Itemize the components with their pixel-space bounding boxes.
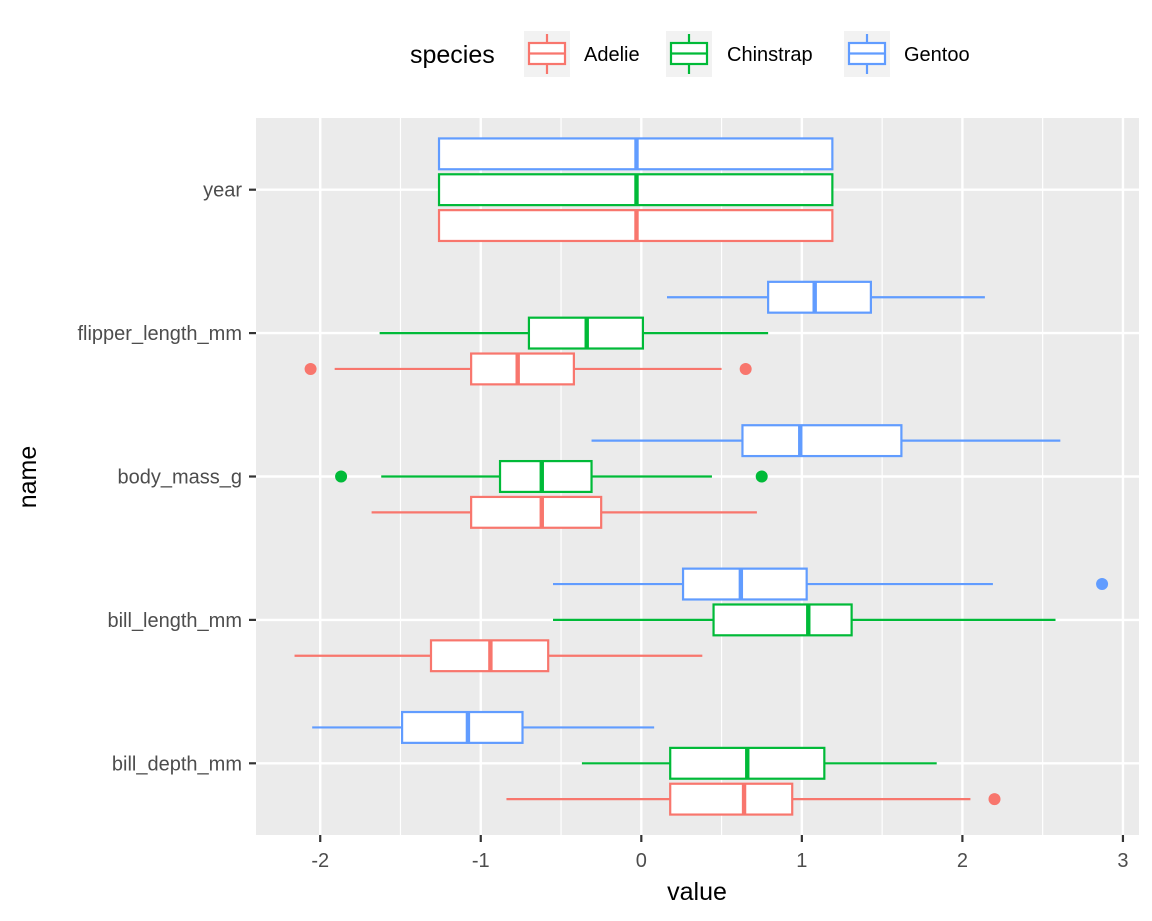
outlier-point <box>1096 578 1109 591</box>
x-axis-title: value <box>667 878 727 906</box>
legend-label: Chinstrap <box>727 44 813 66</box>
box-gentoo-year <box>437 137 834 171</box>
outlier-point <box>304 362 317 375</box>
box-layer <box>294 137 1109 816</box>
y-tick-label: year <box>203 180 242 202</box>
box-gentoo-bill_length_mm <box>553 567 1109 601</box>
box-adelie-year <box>437 209 834 243</box>
outlier-point <box>988 793 1001 806</box>
box-chinstrap-bill_length_mm <box>553 603 1056 637</box>
x-tick-label: 3 <box>1117 850 1128 872</box>
box-iqr <box>712 603 853 637</box>
box-adelie-flipper_length_mm <box>304 352 752 386</box>
box-iqr <box>767 280 872 314</box>
x-tick-label: 2 <box>957 850 968 872</box>
y-tick-label: flipper_length_mm <box>77 323 242 345</box>
box-chinstrap-year <box>437 173 834 207</box>
box-iqr <box>400 710 524 744</box>
legend-item-chinstrap: Chinstrap <box>666 31 813 77</box>
outlier-point <box>755 470 768 483</box>
box-iqr <box>470 352 575 386</box>
legend-label: Adelie <box>584 44 640 66</box>
box-gentoo-bill_depth_mm <box>312 710 655 744</box>
x-tick-label: 0 <box>636 850 647 872</box>
x-tick-label: 1 <box>796 850 807 872</box>
box-adelie-body_mass_g <box>371 495 757 529</box>
box-iqr <box>669 782 794 816</box>
axes: -2 -1 0 1 2 3 bill_depth_mm bill_length_mm body_… <box>77 180 1128 872</box>
legend-title: species <box>410 41 495 69</box>
box-chinstrap-bill_depth_mm <box>581 746 937 780</box>
box-chinstrap-body_mass_g <box>335 459 768 494</box>
box-gentoo-flipper_length_mm <box>666 280 985 314</box>
legend: species Adelie Chinstrap Gentoo <box>410 31 970 77</box>
box-adelie-bill_length_mm <box>294 639 703 673</box>
x-tick-label: -2 <box>311 850 329 872</box>
box-gentoo-body_mass_g <box>591 424 1061 458</box>
box-chinstrap-flipper_length_mm <box>379 316 769 350</box>
x-tick-label: -1 <box>472 850 490 872</box>
y-axis-title: name <box>14 446 42 509</box>
y-tick-label: bill_depth_mm <box>112 753 242 775</box>
box-iqr <box>470 495 603 529</box>
box-adelie-bill_depth_mm <box>506 782 1001 816</box>
legend-item-gentoo: Gentoo <box>844 31 970 77</box>
box-iqr <box>681 567 808 601</box>
outlier-point <box>335 470 348 483</box>
box-iqr <box>741 424 903 458</box>
box-iqr <box>498 459 593 494</box>
y-tick-label: bill_length_mm <box>107 610 242 632</box>
legend-item-adelie: Adelie <box>524 31 640 77</box>
legend-label: Gentoo <box>904 44 970 66</box>
y-tick-label: body_mass_g <box>117 467 242 489</box>
outlier-point <box>739 362 752 375</box>
